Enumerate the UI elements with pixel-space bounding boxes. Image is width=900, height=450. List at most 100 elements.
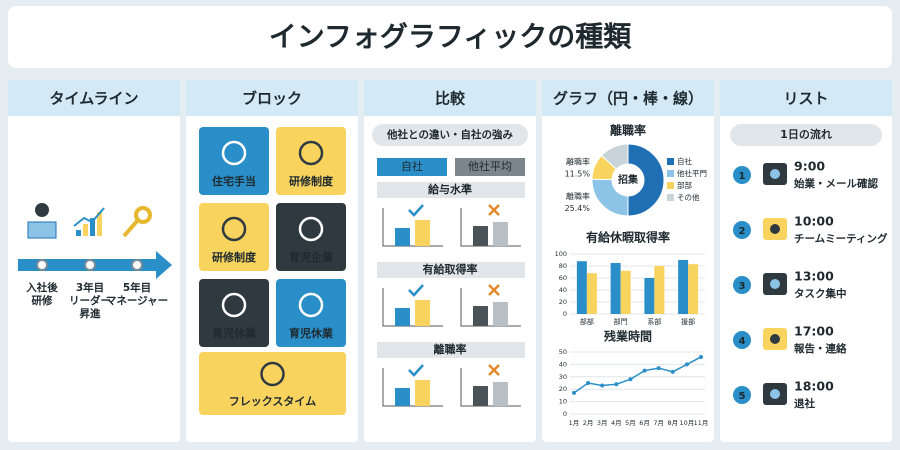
line-point xyxy=(600,383,605,388)
block-tile xyxy=(199,203,269,271)
x-tick-label: 11月 xyxy=(694,419,709,427)
mini-bar xyxy=(493,382,508,406)
mini-bar xyxy=(415,300,430,326)
line-point xyxy=(586,381,591,385)
chart-title: 残業時間 xyxy=(604,329,652,344)
y-tick-label: 100 xyxy=(555,250,567,258)
line-point xyxy=(628,377,633,382)
icon-chart-bar xyxy=(76,230,81,236)
legend-swatch xyxy=(667,170,674,177)
step-icon-dot xyxy=(770,389,780,399)
x-tick-label: 1月 xyxy=(569,419,580,427)
step-time: 10:00 xyxy=(794,214,834,229)
block-label: 育児休業 xyxy=(212,326,257,340)
x-tick-label: 8月 xyxy=(667,419,678,427)
check-icon xyxy=(408,204,424,217)
panel-header xyxy=(542,80,714,116)
block-icon xyxy=(221,292,247,318)
mini-bar xyxy=(493,222,508,246)
step-number: 4 xyxy=(739,336,746,347)
panel-header xyxy=(364,80,536,116)
block-label: フレックスタイム xyxy=(229,395,316,408)
section-header xyxy=(377,262,525,278)
line-point xyxy=(684,362,689,367)
legend-chip xyxy=(455,158,525,176)
pie-slice xyxy=(627,143,665,217)
section-title: 給与水準 xyxy=(428,182,472,196)
step-number: 1 xyxy=(739,171,746,182)
panel-title: グラフ（円・棒・線） xyxy=(553,90,703,108)
panel-header xyxy=(720,80,892,116)
step-icon-dot xyxy=(770,169,780,179)
timeline-label: 入社後 xyxy=(26,281,58,294)
x-tick-label: 5月 xyxy=(625,419,636,427)
icon-book xyxy=(27,221,57,239)
step-text: 退社 xyxy=(794,397,815,410)
bar xyxy=(610,263,621,314)
pie-callout: 離職率 xyxy=(566,156,590,166)
legend-label: 他社平門 xyxy=(677,168,707,178)
step-time: 17:00 xyxy=(794,324,834,339)
block-tile xyxy=(276,279,346,347)
mini-bar xyxy=(473,386,488,406)
pie-slice xyxy=(600,143,629,170)
y-tick-label: 10 xyxy=(559,398,567,406)
pie-center-label: 招集 xyxy=(618,173,639,186)
step-time: 9:00 xyxy=(794,159,825,174)
block-label: 研修制度 xyxy=(289,174,334,188)
chart-title: 有給休暇取得率 xyxy=(586,230,670,245)
bar xyxy=(576,261,587,314)
block-icon xyxy=(221,216,247,242)
step-icon-dot xyxy=(770,279,780,289)
step-circle xyxy=(733,331,751,349)
x-tick-label: 10月 xyxy=(679,419,694,427)
section-title: 離職率 xyxy=(434,342,467,356)
title-box xyxy=(8,6,892,68)
panel-title: リスト xyxy=(783,90,828,108)
line-point xyxy=(699,354,703,359)
bar xyxy=(688,264,699,314)
timeline-dot xyxy=(36,259,48,271)
y-tick-label: 40 xyxy=(559,360,567,368)
cross-icon xyxy=(488,364,500,376)
block-label: 住宅手当 xyxy=(212,174,256,188)
pie-callout: 離職率 xyxy=(566,191,590,201)
line-point xyxy=(614,382,619,387)
timeline-label: マネージャー xyxy=(106,295,168,307)
y-tick-label: 0 xyxy=(563,310,567,318)
step-circle xyxy=(733,276,751,294)
step-circle xyxy=(733,386,751,404)
step-time: 13:00 xyxy=(794,269,834,284)
block-icon xyxy=(298,292,324,318)
y-tick-label: 20 xyxy=(559,298,567,306)
mini-bar xyxy=(415,220,430,246)
timeline-label: 3年目 xyxy=(76,281,104,294)
step-circle xyxy=(733,221,751,239)
bar xyxy=(654,266,665,314)
block-tile xyxy=(199,279,269,347)
block-icon xyxy=(260,361,285,387)
icon-chart-arrow xyxy=(73,207,105,227)
pie-value-label: 11.5% xyxy=(565,169,591,178)
panel-header xyxy=(8,80,180,116)
step-text: 始業・メール確認 xyxy=(794,177,878,190)
subtitle-pill xyxy=(372,124,528,146)
y-tick-label: 20 xyxy=(559,385,567,393)
comparison-subtitle: 他社との違い・自社の強み xyxy=(386,128,513,141)
list-subtitle: 1日の流れ xyxy=(780,127,832,141)
line-point xyxy=(572,390,576,395)
legend-chip xyxy=(377,158,447,176)
check-icon xyxy=(408,284,424,297)
bar xyxy=(620,270,631,314)
x-tick-label: 3月 xyxy=(597,419,608,427)
x-tick-label: 6月 xyxy=(639,419,650,427)
legend-label: 他社平均 xyxy=(468,159,512,173)
step-circle xyxy=(733,166,751,184)
timeline-label: 5年目 xyxy=(123,281,151,294)
line-point xyxy=(656,366,661,371)
pie-value-label: 25.4% xyxy=(565,204,591,213)
bar xyxy=(644,278,655,314)
legend-swatch xyxy=(667,158,674,165)
icon-key xyxy=(134,206,152,224)
